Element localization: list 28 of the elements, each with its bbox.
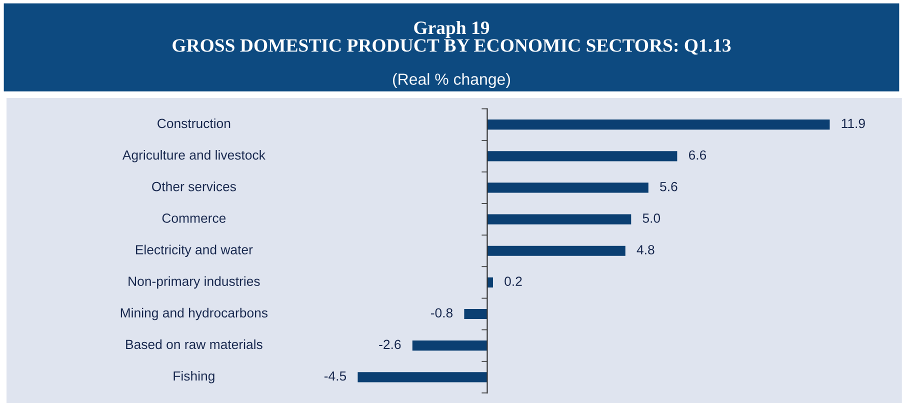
bar [412, 340, 488, 351]
data-label: -2.6 [379, 340, 401, 350]
y-tick-label: Agriculture and livestock [122, 150, 266, 162]
bar [487, 246, 626, 256]
bar [487, 214, 632, 224]
bar [487, 151, 678, 162]
chart-title: Graph 19 GROSS DOMESTIC PRODUCT BY ECONOMIC SECTORS: Q1.13 [172, 20, 731, 55]
data-label: 11.9 [842, 118, 865, 128]
y-tick-label: Mining and hydrocarbons [120, 308, 268, 320]
bar [487, 120, 830, 130]
y-tick-label: Non-primary industries [128, 276, 260, 289]
y-tick-label: Commerce [162, 214, 226, 223]
y-tick-label: Electricity and water [136, 244, 253, 258]
data-label: 5.0 [642, 214, 660, 223]
data-label: 6.6 [688, 150, 706, 160]
data-label: 4.8 [636, 245, 654, 254]
y-tick-label: Based on raw materials [126, 339, 262, 350]
chart-subtitle: (Real % change) [393, 73, 510, 88]
bar [358, 372, 488, 382]
bar [487, 182, 648, 193]
bar [464, 308, 488, 320]
y-tick-label: Construction [158, 118, 230, 128]
data-label: -4.5 [324, 371, 346, 381]
data-label: -0.8 [430, 308, 453, 318]
y-tick-label: Other services [152, 182, 236, 192]
data-label: 5.6 [660, 182, 678, 192]
y-tick-label: Fishing [174, 370, 214, 384]
data-label: 0.2 [504, 276, 522, 286]
